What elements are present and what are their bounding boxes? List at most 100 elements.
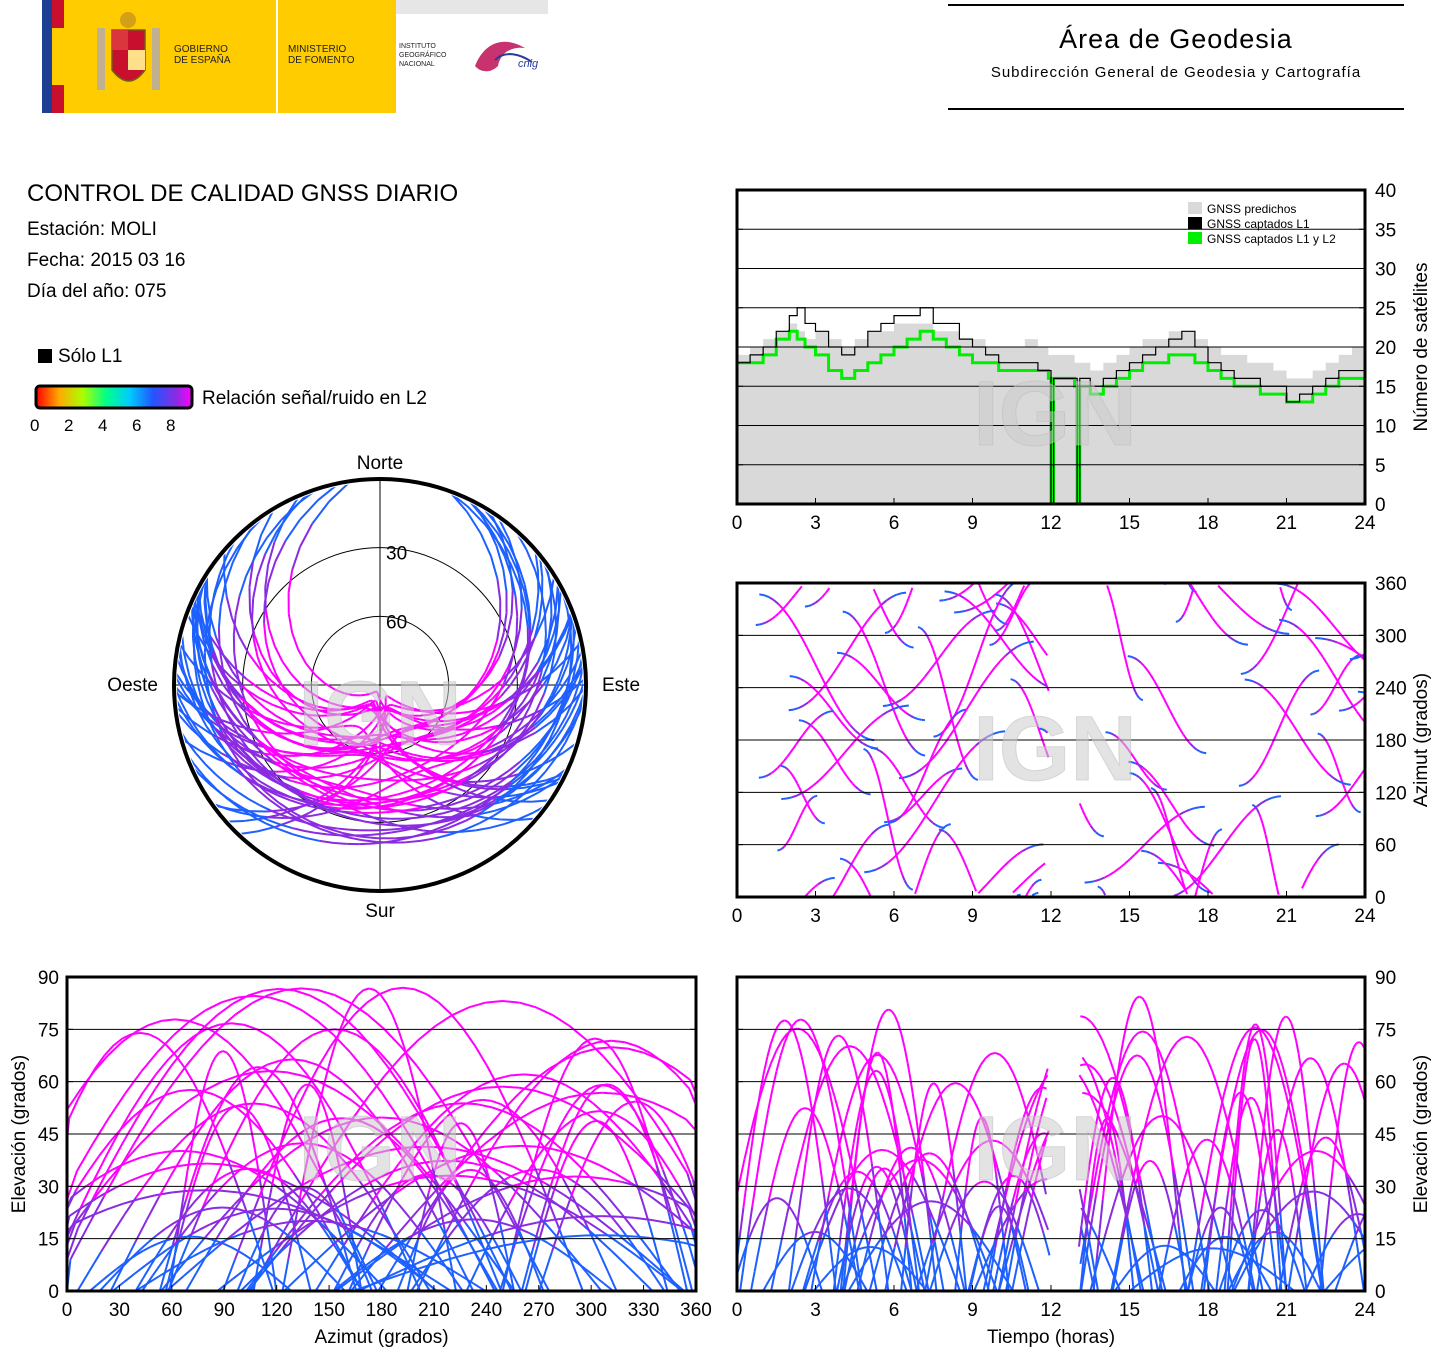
azimuth-track-segment (792, 621, 799, 631)
elevation-azimuth-segment (533, 1238, 541, 1256)
elevation-azimuth-segment (519, 1087, 535, 1106)
elevation-azimuth-segment (571, 1254, 588, 1274)
sky-track-segment (549, 715, 560, 730)
azimuth-track-segment (937, 651, 945, 659)
elevation-azimuth-segment (304, 1186, 310, 1190)
azimuth-track-segment (844, 718, 852, 726)
azimuth-track-segment (1005, 599, 1011, 605)
elevation-azimuth-segment (551, 1232, 560, 1252)
azimuth-track-segment (1411, 644, 1415, 646)
elevation-azimuth-segment (652, 1119, 672, 1147)
sky-track-segment (543, 633, 547, 654)
azimuth-track-segment (1278, 631, 1284, 635)
sky-track-segment (501, 734, 513, 743)
sky-track-segment (476, 688, 491, 699)
sky-track-segment (246, 779, 260, 792)
azimuth-track-segment (1193, 590, 1200, 599)
sky-track-segment (263, 726, 280, 737)
elevation-azimuth-segment (460, 1122, 465, 1126)
azimuth-track-segment (1152, 777, 1158, 784)
elevation-azimuth-segment (537, 1168, 547, 1172)
sky-track-segment (282, 758, 293, 766)
azimuth-track-segment (1330, 844, 1336, 848)
sky-track-segment (258, 667, 272, 682)
sky-track-segment (307, 745, 322, 750)
sky-track-segment (374, 699, 378, 703)
azimuth-track-segment (1336, 801, 1341, 807)
azimuth-track-segment (1025, 891, 1029, 897)
sky-track-segment (537, 749, 548, 762)
azimuth-track-segment (1031, 893, 1035, 897)
elevation-azimuth-segment (170, 1045, 188, 1068)
sky-track-segment (488, 656, 501, 675)
sky-track-segment (421, 734, 431, 740)
sky-track-segment (434, 819, 451, 825)
azimuth-track-segment (1008, 615, 1013, 622)
azimuth-track-segment (1342, 792, 1349, 799)
elevation-azimuth-segment (333, 1278, 342, 1291)
elevation-azimuth-segment (606, 1083, 613, 1087)
elevation-azimuth-segment (526, 1124, 538, 1138)
azimuth-track-segment (821, 592, 827, 598)
azimuth-track-segment (1102, 891, 1107, 896)
azimuth-track-segment (1286, 584, 1292, 589)
sky-track-segment (314, 768, 326, 774)
elevation-azimuth-segment (287, 1220, 299, 1224)
elevation-azimuth-segment (543, 1187, 552, 1208)
elevation-azimuth-segment (474, 1169, 481, 1174)
elevation-azimuth-segment (349, 1269, 363, 1291)
elevation-azimuth-segment (218, 1173, 227, 1181)
azimuth-track-segment (1381, 670, 1386, 674)
elevation-azimuth-segment (112, 1162, 127, 1171)
elevation-azimuth-segment (243, 1069, 257, 1081)
azimuth-track-segment (1005, 586, 1011, 592)
elevation-azimuth-segment (493, 1185, 501, 1194)
elevation-azimuth-segment (448, 1242, 463, 1268)
sky-track-segment (555, 608, 561, 635)
azimuth-track-segment (910, 888, 914, 891)
sky-track-segment (370, 832, 382, 836)
azimuth-track-segment (1142, 780, 1148, 786)
azimuth-track-segment (1248, 667, 1254, 673)
azimuth-track-segment (831, 666, 839, 675)
azimuth-track-segment (1328, 692, 1333, 697)
sky-track-segment (407, 726, 413, 730)
elevation-azimuth-segment (533, 1167, 548, 1198)
elevation-azimuth-segment (388, 1242, 400, 1250)
elevation-azimuth-segment (519, 1001, 537, 1009)
azimuth-track-segment (844, 745, 852, 753)
azimuth-track-segment (1347, 796, 1351, 802)
azimuth-track-segment (948, 727, 956, 737)
sky-track-segment (252, 576, 259, 599)
azimuth-track-segment (1330, 621, 1337, 630)
elevation-azimuth-segment (602, 1091, 620, 1095)
azimuth-track-segment (1202, 866, 1209, 874)
azimuth-track-segment (998, 619, 1003, 624)
elevation-azimuth-segment (69, 1227, 88, 1260)
azimuth-track-segment (1272, 872, 1277, 881)
azimuth-track-segment (1039, 735, 1045, 744)
sky-track-segment (273, 645, 284, 662)
elevation-azimuth-segment (245, 1270, 262, 1291)
sky-track-segment (392, 751, 401, 756)
azimuth-track-segment (1023, 587, 1027, 593)
sky-track-segment (321, 738, 332, 741)
sky-track-segment (523, 584, 530, 605)
azimuth-track-segment (1124, 858, 1131, 865)
elevation-azimuth-segment (408, 1145, 426, 1149)
elevation-azimuth-segment (546, 1169, 555, 1174)
elevation-azimuth-segment (563, 1150, 580, 1167)
y-tick-label: 35 (1375, 220, 1396, 241)
elevation-azimuth-segment (575, 1043, 584, 1052)
y-tick-label: 15 (38, 1230, 59, 1251)
elevation-azimuth-segment (201, 1089, 214, 1096)
sky-track-segment (466, 511, 482, 535)
azimuth-track-segment (1244, 670, 1250, 675)
azimuth-track-segment (1008, 603, 1014, 610)
azimuth-track-segment (878, 602, 884, 611)
elevation-azimuth-segment (467, 1142, 486, 1160)
azimuth-track-segment (1016, 850, 1023, 856)
sky-track-segment (537, 782, 553, 794)
elevation-azimuth-segment (184, 1198, 191, 1217)
azimuth-track-segment (1241, 782, 1247, 787)
